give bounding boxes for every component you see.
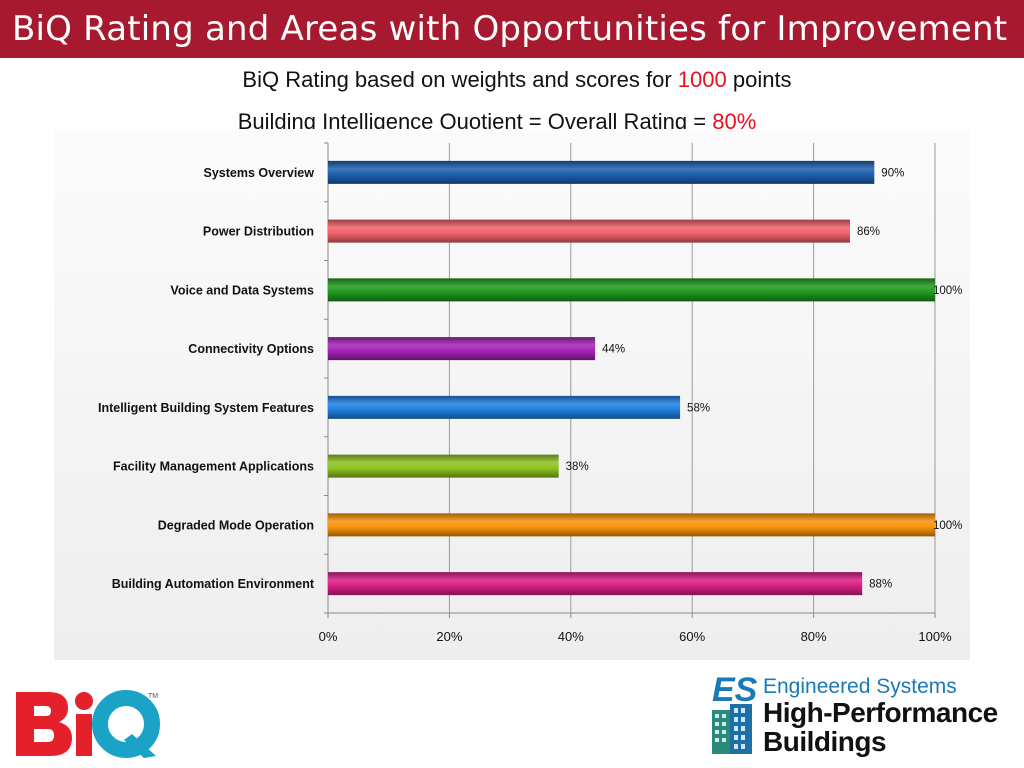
bar xyxy=(328,572,863,596)
chart-panel: 0% 20% 40% 60% 80% 100% Systems Overview 90% Pow… xyxy=(54,129,970,660)
category-label: Facility Management Applications xyxy=(113,460,314,474)
category-label: Degraded Mode Operation xyxy=(158,518,314,532)
x-tick-label: 60% xyxy=(679,629,705,644)
bar-chart: 0% 20% 40% 60% 80% 100% Systems Overview 90% Pow… xyxy=(98,142,962,644)
biq-logo-q-tail xyxy=(124,734,156,758)
bar xyxy=(328,160,875,184)
es-logo-line2: High-Performance xyxy=(763,697,998,728)
bar xyxy=(328,219,851,243)
x-tick-label: 0% xyxy=(319,629,338,644)
category-label: Building Automation Environment xyxy=(112,577,315,591)
biq-logo-i-stem xyxy=(76,714,92,756)
category-label: Systems Overview xyxy=(204,166,315,180)
data-label: 90% xyxy=(881,167,904,179)
bar xyxy=(328,278,935,302)
x-tick-label: 80% xyxy=(801,629,827,644)
biq-logo-q xyxy=(92,690,160,758)
es-logo-line3: Buildings xyxy=(763,726,886,757)
page-title: BiQ Rating and Areas with Opportunities … xyxy=(12,9,1008,49)
es-hpb-logo: ES Engineered Systems High-Performance B… xyxy=(712,671,998,757)
bar xyxy=(328,395,681,419)
bar xyxy=(328,337,596,361)
data-label: 100% xyxy=(933,285,962,297)
x-tick-label: 100% xyxy=(918,629,952,644)
subtitle-points: BiQ Rating based on weights and scores f… xyxy=(0,67,1024,93)
category-label: Voice and Data Systems xyxy=(170,283,314,297)
x-tick-label: 20% xyxy=(436,629,462,644)
bar xyxy=(328,454,559,478)
bar xyxy=(328,513,935,537)
data-label: 38% xyxy=(566,461,589,473)
biq-logo-b xyxy=(16,692,72,756)
points-value: 1000 xyxy=(677,67,727,92)
biq-logo: TM xyxy=(16,690,160,758)
building-icon xyxy=(712,704,752,754)
data-label: 86% xyxy=(857,226,880,238)
subtitle-points-prefix: BiQ Rating based on weights and scores f… xyxy=(242,67,678,92)
data-label: 44% xyxy=(602,344,625,356)
data-label: 88% xyxy=(869,579,892,591)
category-label: Power Distribution xyxy=(203,225,314,239)
data-label: 100% xyxy=(933,520,962,532)
es-logo-line1: Engineered Systems xyxy=(763,675,957,698)
x-tick-label: 40% xyxy=(558,629,584,644)
subtitle-points-suffix: points xyxy=(726,67,792,92)
biq-logo-i-dot xyxy=(75,692,93,710)
title-bar: BiQ Rating and Areas with Opportunities … xyxy=(0,0,1024,58)
data-label: 58% xyxy=(687,402,710,414)
category-label: Connectivity Options xyxy=(188,342,314,356)
biq-logo-tm: TM xyxy=(148,693,158,700)
es-logo-mark: ES xyxy=(712,671,758,709)
category-label: Intelligent Building System Features xyxy=(98,401,314,415)
